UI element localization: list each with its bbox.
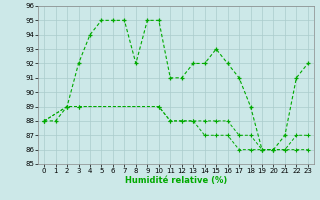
X-axis label: Humidité relative (%): Humidité relative (%) — [125, 176, 227, 185]
